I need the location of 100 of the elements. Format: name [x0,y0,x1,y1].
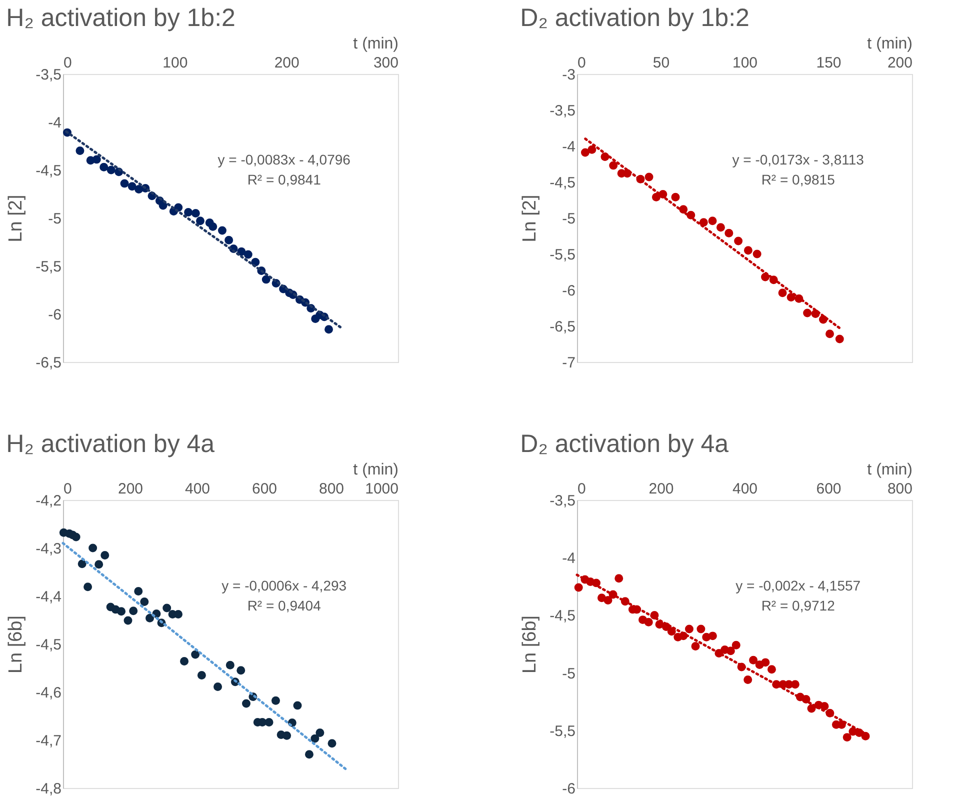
x-tick-label: 150 [816,54,842,72]
point [328,739,336,748]
point [644,172,654,182]
point [88,544,98,552]
y-tick-label: -3,5 [550,492,576,510]
point [671,192,680,202]
point [696,624,706,634]
y-tick-label: -6,5 [550,318,576,336]
point [724,228,734,238]
point [644,618,653,626]
point [100,550,110,560]
y-tick-label: -6,5 [36,354,62,372]
annotation: R² = 0,9815 [761,171,836,188]
y-tick-label: -4,5 [550,174,576,192]
point [835,334,844,344]
y-tick-label: -5,5 [550,246,576,264]
y-tick-label: -4,4 [36,588,62,606]
x-tick-label: 800 [887,480,912,498]
y-tick-label: -4,2 [36,492,62,510]
y-axis-title: Ln [2] [6,194,27,242]
point [293,701,302,710]
x-tick-label: 50 [652,54,670,72]
point [767,665,776,674]
point [117,607,126,616]
y-tick-label: -3,5 [36,66,62,84]
point [708,216,717,226]
annotation: R² = 0,9841 [247,171,322,188]
y-tick-label: -5 [562,210,576,228]
point [820,702,829,710]
y-tick-label: -3 [562,66,576,84]
point [744,675,752,684]
y-tick-label: -4,6 [36,684,62,702]
point [732,640,740,650]
y-tick-label: -4 [562,138,576,156]
point [214,682,222,691]
x-tick-label: 800 [318,480,344,498]
point [304,750,314,759]
point [752,250,762,258]
annotation: y = -0,0173x - 3,8113 [732,151,864,168]
point [652,192,660,202]
x-tick-label: 200 [648,480,674,498]
point [72,532,80,542]
y-tick-label: -4,8 [36,780,62,798]
point [803,308,812,318]
point [236,666,246,675]
point [316,728,324,738]
point [226,660,234,670]
point [604,596,612,604]
x-axis-title: t (min) [353,462,398,478]
x-tick-label: 0 [578,480,586,498]
x-tick-label: 600 [252,480,278,498]
point [162,604,172,612]
y-tick-label: -6 [562,780,576,798]
x-tick-label: 300 [373,54,398,72]
x-tick-label: 400 [184,480,210,498]
point [761,658,770,667]
y-tick-label: -6 [48,306,62,324]
point [197,670,206,680]
x-tick-label: 100 [162,54,188,72]
chart-title: D₂ activation by 1b:2 [520,4,750,32]
point [574,583,583,592]
y-tick-label: -4,5 [36,636,62,654]
annotation: y = -0,002x - 4,1557 [736,577,861,594]
point [134,586,143,596]
point [310,734,320,743]
point [778,288,787,298]
y-tick-label: -4,5 [550,608,576,625]
point [826,330,834,338]
point [140,598,149,606]
y-tick-label: -5 [48,210,62,228]
point [691,642,700,651]
x-tick-label: 0 [64,480,72,498]
point [609,161,618,170]
annotation: y = -0,0006x - 4,293 [222,577,347,594]
point [726,646,735,656]
y-tick-label: -4 [48,114,62,132]
point [744,246,752,255]
point [716,223,725,232]
point [734,236,743,246]
y-tick-label: -4,3 [36,540,62,558]
x-tick-label: 200 [887,54,912,72]
y-tick-label: -6 [562,282,576,300]
point [78,560,86,568]
x-tick-label: 100 [732,54,758,72]
annotation: y = -0,0083x - 4,0796 [218,151,351,168]
point [580,148,590,157]
x-tick-label: 400 [732,480,758,498]
y-tick-label: -7 [562,354,576,372]
y-tick-label: -4,7 [36,732,62,750]
annotation: R² = 0,9404 [247,597,322,614]
point [242,699,250,708]
y-tick-label: -3,5 [550,102,576,120]
point [861,732,870,740]
point [124,616,132,625]
x-tick-label: 1000 [365,480,398,498]
y-tick-label: -4,5 [36,162,62,180]
x-axis-title: t (min) [867,462,912,478]
x-axis-title: t (min) [353,36,398,52]
point [708,632,717,640]
point [588,145,596,154]
